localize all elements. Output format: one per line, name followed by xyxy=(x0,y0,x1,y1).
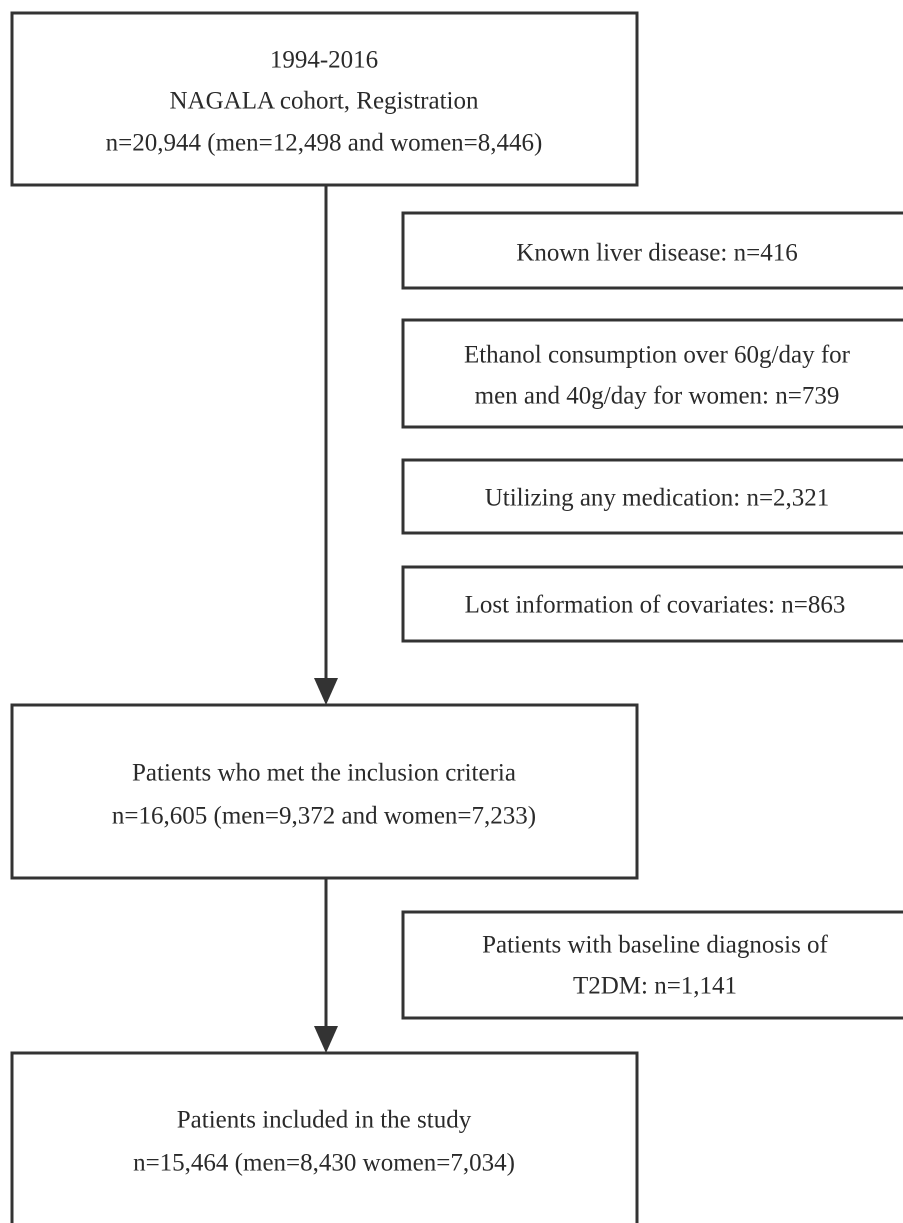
box xyxy=(10,703,639,880)
box-text: Lost information of covariates: n=863 xyxy=(465,592,846,619)
box-text: Ethanol consumption over 60g/day for xyxy=(464,342,851,369)
box-text: n=20,944 (men=12,498 and women=8,446) xyxy=(106,130,543,157)
box-text: Patients who met the inclusion criteria xyxy=(132,760,516,787)
arrow-head xyxy=(314,1026,338,1053)
box-text: Known liver disease: n=416 xyxy=(516,240,797,267)
box-text: n=15,464 (men=8,430 women=7,034) xyxy=(133,1150,515,1177)
box-text: n=16,605 (men=9,372 and women=7,233) xyxy=(112,803,536,830)
box-text: NAGALA cohort, Registration xyxy=(170,88,479,115)
box-text: T2DM: n=1,141 xyxy=(573,973,737,1000)
box xyxy=(401,318,903,429)
box xyxy=(10,11,639,187)
box-text: Patients included in the study xyxy=(177,1107,472,1134)
box-text: 1994-2016 xyxy=(270,47,378,74)
box-text: Utilizing any medication: n=2,321 xyxy=(485,485,830,512)
box xyxy=(10,1051,639,1223)
box xyxy=(401,458,903,535)
box xyxy=(401,910,903,1020)
arrow-head xyxy=(314,678,338,705)
box xyxy=(401,211,903,290)
box xyxy=(401,565,903,643)
box-text: Patients with baseline diagnosis of xyxy=(482,932,828,959)
box-text: men and 40g/day for women: n=739 xyxy=(475,383,840,410)
